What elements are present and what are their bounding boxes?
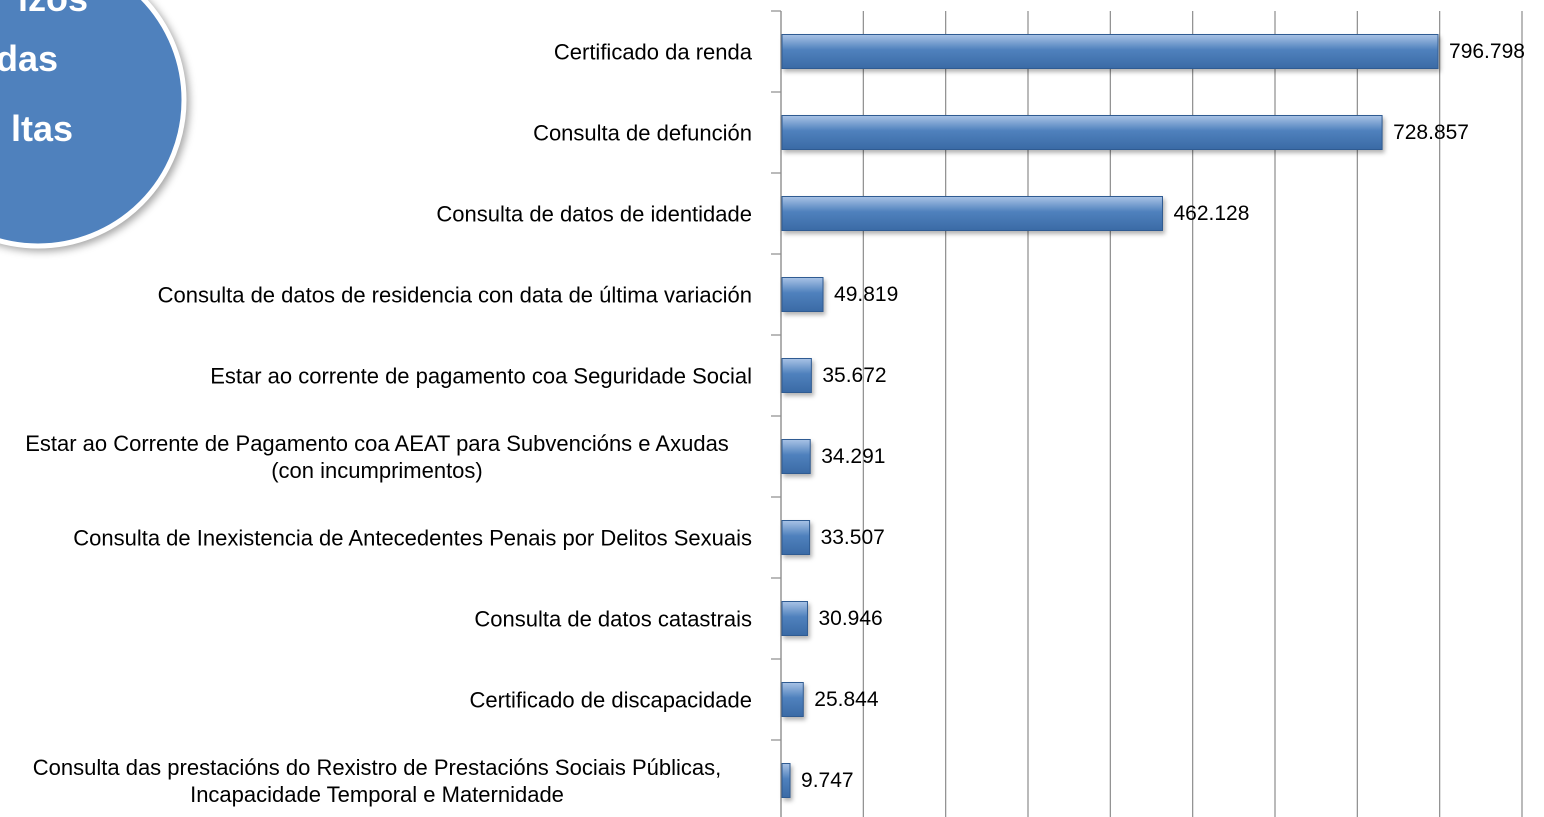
category-label: Certificado de discapacidade bbox=[469, 686, 752, 713]
value-label: 796.798 bbox=[1449, 40, 1525, 63]
bar bbox=[782, 683, 803, 717]
value-label: 34.291 bbox=[821, 445, 885, 468]
category-label: Consulta de datos de residencia con data… bbox=[158, 281, 752, 308]
value-label: 25.844 bbox=[814, 688, 879, 711]
value-label: 728.857 bbox=[1393, 121, 1469, 144]
page: 796.798 728.857 462.128 49.819 35.672 34.291 3… bbox=[0, 0, 1544, 817]
category-label: Certificado da renda bbox=[554, 38, 752, 65]
value-label: 462.128 bbox=[1173, 202, 1249, 225]
category-label: Consulta de datos catastrais bbox=[474, 605, 752, 632]
category-label: Consulta de Inexistencia de Antecedentes… bbox=[73, 524, 752, 551]
badge-text: das bbox=[0, 38, 58, 80]
value-label: 35.672 bbox=[822, 364, 886, 387]
chart: 796.798 728.857 462.128 49.819 35.672 34.291 3… bbox=[0, 0, 1544, 817]
category-label: Consulta de datos de identidade bbox=[436, 200, 752, 227]
bar bbox=[782, 278, 823, 312]
value-label: 49.819 bbox=[834, 283, 898, 306]
bar bbox=[782, 35, 1438, 69]
bar bbox=[782, 116, 1382, 150]
badge-text: izos bbox=[18, 0, 88, 20]
category-label: Consulta de defunción bbox=[533, 119, 752, 146]
bar bbox=[782, 440, 810, 474]
value-label: 9.747 bbox=[801, 769, 854, 792]
value-label: 33.507 bbox=[821, 526, 885, 549]
category-label: Estar ao corrente de pagamento coa Segur… bbox=[210, 362, 752, 389]
bar bbox=[782, 359, 811, 393]
bar bbox=[782, 764, 790, 798]
badge-text: ltas bbox=[11, 108, 73, 150]
bar bbox=[782, 197, 1162, 231]
category-label: Consulta das prestacións do Rexistro de … bbox=[2, 754, 752, 808]
value-label: 30.946 bbox=[818, 607, 882, 630]
bar bbox=[782, 521, 810, 555]
bar bbox=[782, 602, 807, 636]
category-label: Estar ao Corrente de Pagamento coa AEAT … bbox=[2, 430, 752, 484]
